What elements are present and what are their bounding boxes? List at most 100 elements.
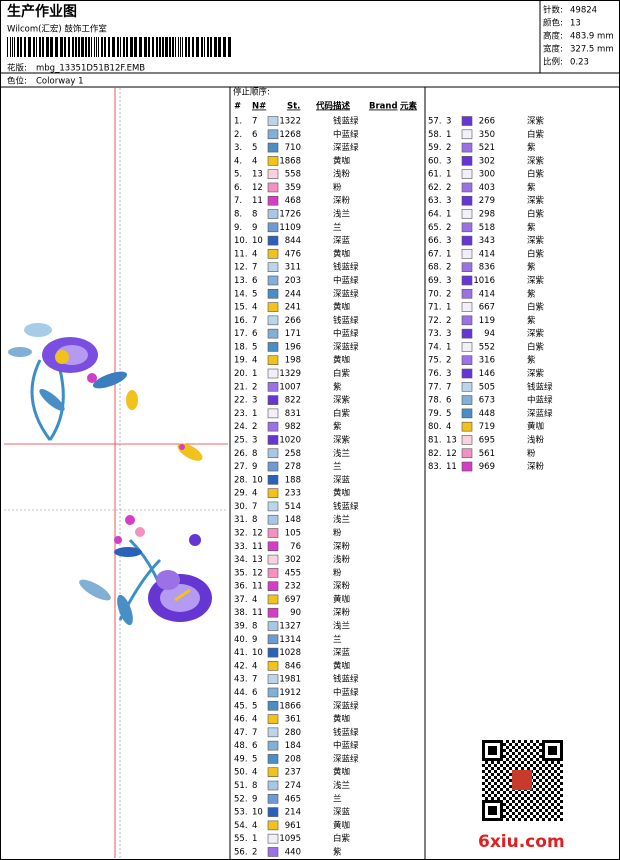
column-header: 描述	[333, 101, 351, 112]
bar	[10, 37, 11, 57]
stitches: 184	[285, 741, 301, 751]
qr-cell	[551, 803, 554, 806]
color-swatch	[267, 488, 279, 498]
qr-cell	[560, 794, 563, 797]
color-swatch	[461, 142, 473, 153]
qr-cell	[485, 791, 488, 794]
qr-cell	[503, 743, 506, 746]
qr-cell	[518, 752, 521, 755]
qr-cell	[554, 758, 557, 761]
qr-cell	[485, 779, 488, 782]
description: 浅兰	[333, 448, 350, 459]
stop-number: 14.	[234, 289, 248, 299]
qr-cell	[557, 791, 560, 794]
color-swatch	[461, 116, 473, 126]
qr-cell	[506, 812, 509, 815]
qr-cell	[494, 806, 497, 809]
bar	[196, 37, 199, 57]
stop-number: 79.	[428, 409, 442, 419]
description: 浅兰	[333, 621, 350, 632]
qr-cell	[551, 749, 554, 752]
stop-number: 82.	[428, 449, 442, 459]
qr-cell	[554, 764, 557, 767]
qr-cell	[545, 815, 548, 818]
qr-cell	[554, 740, 557, 743]
stitches: 982	[285, 422, 301, 432]
qr-cell	[515, 815, 518, 818]
needle: 2	[446, 289, 451, 299]
stop-number: 38.	[234, 608, 248, 618]
qr-cell	[512, 812, 515, 815]
needle: 6	[252, 130, 257, 140]
qr-cell	[545, 809, 548, 812]
stitches: 514	[285, 502, 301, 512]
qr-cell	[509, 791, 512, 794]
color-swatch	[461, 169, 473, 179]
stop-number: 42.	[234, 661, 248, 671]
qr-cell	[536, 782, 539, 785]
qr-cell	[500, 803, 503, 806]
stop-number: 31.	[234, 515, 248, 525]
stop-number: 20.	[234, 369, 248, 379]
qr-cell	[539, 785, 542, 788]
qr-cell	[536, 740, 539, 743]
qr-cell	[482, 788, 485, 791]
needle: 2	[446, 143, 451, 153]
needle: 2	[446, 356, 451, 366]
description: 深紫	[333, 396, 351, 406]
needle: 2	[446, 223, 451, 233]
bar	[112, 37, 115, 57]
qr-cell	[506, 758, 509, 761]
stop-number: 4.	[234, 156, 242, 166]
qr-cell	[494, 758, 497, 761]
description: 浅粉	[333, 554, 351, 565]
qr-cell	[494, 770, 497, 773]
stitches: 558	[285, 170, 301, 180]
qr-cell	[539, 779, 542, 782]
qr-cell	[548, 788, 551, 791]
qr-cell	[506, 776, 509, 779]
colorway-label: 色位:	[7, 76, 27, 87]
stop-number: 13.	[234, 276, 248, 286]
description: 粉	[333, 567, 342, 578]
stop-number: 39.	[234, 622, 248, 632]
qr-cell	[539, 791, 542, 794]
bar	[64, 37, 66, 57]
stop-number: 63.	[428, 196, 442, 206]
qr-cell	[533, 785, 536, 788]
color-swatch	[267, 501, 279, 512]
color-swatch	[267, 142, 279, 153]
bar	[68, 37, 70, 57]
qr-cell	[509, 779, 512, 782]
color-swatch	[267, 315, 279, 326]
qr-cell	[488, 806, 491, 809]
bar	[159, 37, 161, 57]
qr-cell	[503, 773, 506, 776]
needle: 4	[252, 595, 257, 605]
qr-cell	[521, 791, 524, 794]
stitches: 518	[479, 223, 495, 233]
needle: 10	[252, 808, 263, 818]
color-swatch	[461, 342, 473, 352]
studio: Wilcom(汇宏) 鼓饰工作室	[7, 24, 107, 35]
stitches: 1327	[279, 622, 301, 632]
qr-cell	[488, 800, 491, 803]
needle: 9	[252, 635, 257, 645]
qr-cell	[548, 776, 551, 779]
qr-cell	[485, 800, 488, 803]
stitches: 1007	[279, 382, 301, 392]
qr-cell	[494, 788, 497, 791]
qr-cell	[482, 803, 485, 806]
qr-cell	[509, 767, 512, 770]
qr-cell	[560, 770, 563, 773]
qr-cell	[485, 767, 488, 770]
color-swatch	[267, 740, 279, 751]
qr-cell	[482, 806, 485, 809]
description: 钱蓝绿	[527, 381, 553, 392]
qr-cell	[533, 803, 536, 806]
qr-cell	[485, 740, 488, 743]
qr-cell	[482, 740, 485, 743]
stitches: 846	[285, 661, 301, 671]
qr-cell	[482, 794, 485, 797]
